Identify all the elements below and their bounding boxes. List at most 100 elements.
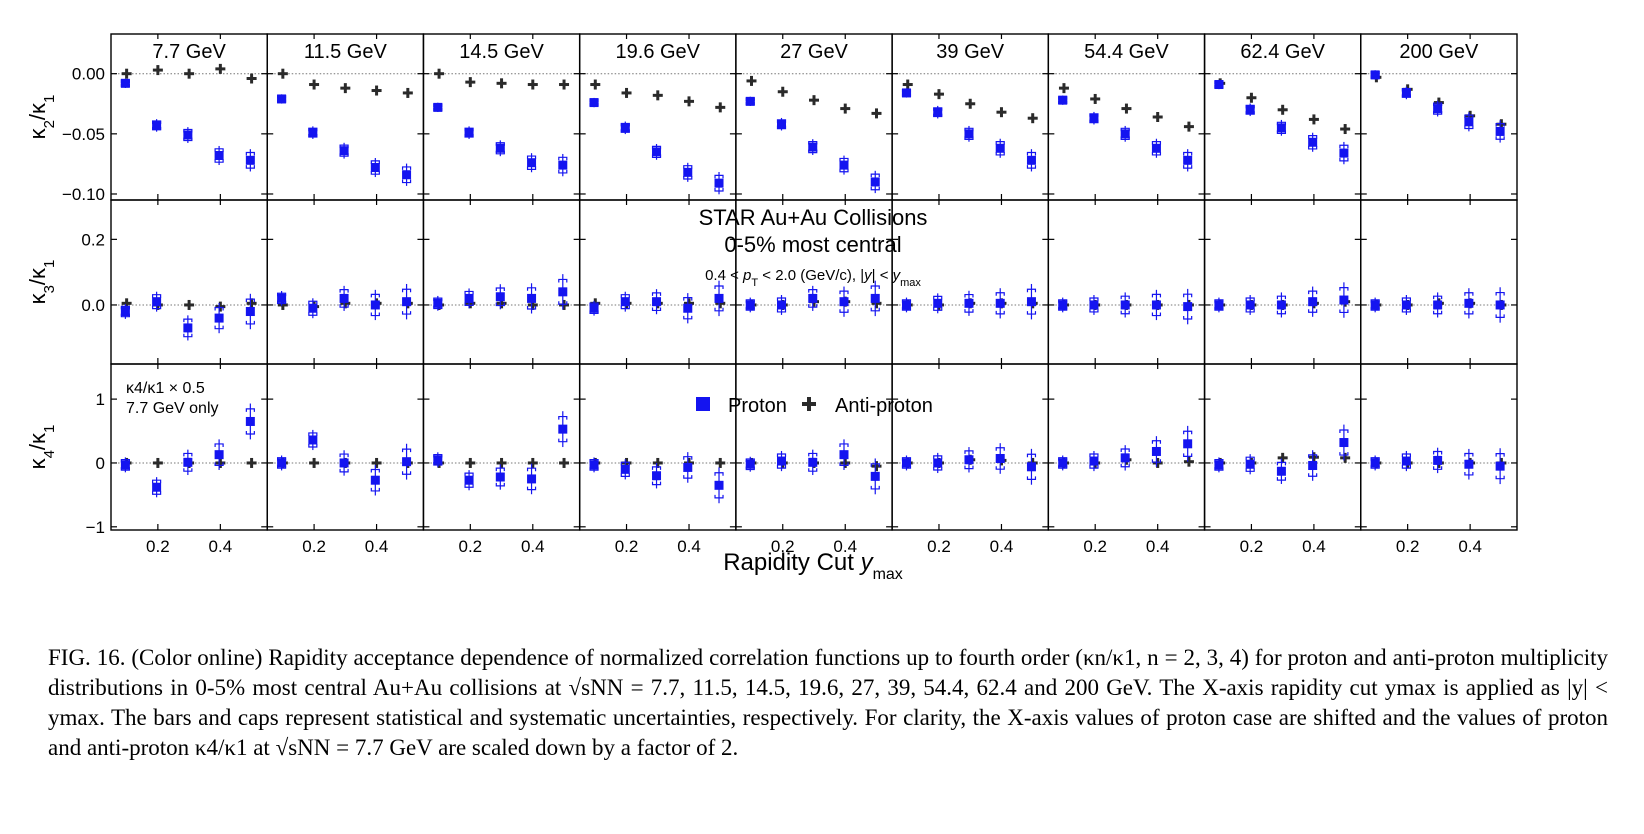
proton-sys-cap [1308,145,1318,150]
proton-sys-cap [933,467,943,471]
proton-sys-cap [1464,452,1474,457]
proton-sys-cap [1026,311,1037,315]
proton-point [308,435,318,445]
x-tick-label: 0.4 [1458,537,1482,556]
proton-sys-cap [370,312,380,317]
panel-frame [1360,199,1518,365]
proton-point [527,474,537,484]
proton-sys-cap [1245,456,1255,461]
proton-point [370,475,380,485]
x-tick-label: 0.2 [1083,537,1107,556]
proton-point [277,293,287,303]
proton-point [964,455,974,465]
proton-sys-cap [1245,297,1255,301]
proton-sys-cap [1401,453,1411,457]
panel-frame [1203,363,1362,531]
proton-sys-cap [370,468,380,473]
proton-sys-cap [1495,136,1505,140]
proton-sys-cap [776,465,787,469]
proton-sys-cap [183,468,193,472]
proton-sys-cap [1495,314,1505,318]
legend-proton-marker [696,397,710,411]
proton-sys-cap [683,176,693,180]
proton-point [339,146,349,156]
x-tick-label: 0.4 [365,537,389,556]
proton-point [1058,95,1068,105]
energy-label: 200 GeV [1399,41,1479,63]
proton-sys-cap [933,455,943,459]
scale-note: 7.7 GeV only [126,400,219,417]
proton-sys-cap [401,311,412,315]
proton-point [308,128,318,138]
x-tick-label: 0.4 [521,537,545,556]
proton-point [1433,455,1443,465]
proton-sys-cap [714,285,724,290]
proton-sys-cap [1120,463,1130,468]
x-tick-label: 0.2 [302,537,326,556]
proton-point [339,293,349,303]
proton-point [1214,300,1224,310]
proton-sys-cap [620,305,630,310]
proton-sys-cap [995,292,1005,296]
proton-point [683,303,693,313]
proton-sys-cap [152,491,162,495]
proton-sys-cap [651,481,662,486]
proton-point [370,300,380,310]
proton-point [1495,126,1505,136]
proton-sys-cap [964,450,974,454]
proton-point [1026,155,1036,165]
proton-sys-cap [526,305,537,310]
proton-sys-cap [620,294,630,298]
panel-frames [110,33,1518,531]
proton-point [245,416,255,426]
proton-point [1151,446,1161,456]
legend: Proton Anti-proton [696,395,933,417]
proton-point [339,458,349,468]
panel-frame [266,199,425,365]
proton-sys-cap [1464,310,1474,315]
proton-sys-cap [839,157,849,162]
proton-point [745,96,755,106]
proton-point [495,292,505,302]
proton-sys-cap [401,448,412,453]
proton-point [1276,300,1286,310]
proton-point [683,462,693,472]
proton-point [808,293,818,303]
y-tick-label: 0 [96,454,105,473]
proton-sys-cap [651,466,662,470]
proton-sys-cap [1464,114,1474,119]
proton-sys-cap [714,174,724,179]
proton-sys-cap [683,297,693,301]
energy-label: 19.6 GeV [616,41,701,63]
proton-sys-cap [995,141,1005,145]
proton-point [1245,105,1255,115]
proton-sys-cap [1401,297,1411,301]
proton-sys-cap [620,473,630,478]
proton-sys-cap [776,297,787,301]
proton-point [527,293,537,303]
panel-frame [1047,199,1206,365]
proton-sys-cap [1151,141,1162,145]
panel-frame [422,199,581,365]
proton-point [527,158,537,168]
proton-point [589,98,599,108]
proton-sys-cap [214,462,224,466]
proton-point [745,459,755,469]
proton-sys-cap [1276,295,1287,300]
proton-sys-cap [1183,151,1193,156]
proton-sys-cap [401,166,412,170]
proton-sys-cap [839,168,849,173]
proton-point [402,170,412,180]
proton-point [1089,300,1099,310]
x-tick-label: 0.2 [927,537,951,556]
proton-point [152,482,162,492]
proton-sys-cap [464,472,474,477]
proton-sys-cap [870,463,880,467]
proton-sys-cap [558,438,568,443]
proton-sys-cap [870,173,880,178]
proton-sys-cap [183,452,193,457]
proton-sys-cap [370,487,380,492]
proton-sys-cap [495,302,505,307]
proton-sys-cap [1401,308,1411,313]
proton-sys-cap [1495,123,1505,127]
